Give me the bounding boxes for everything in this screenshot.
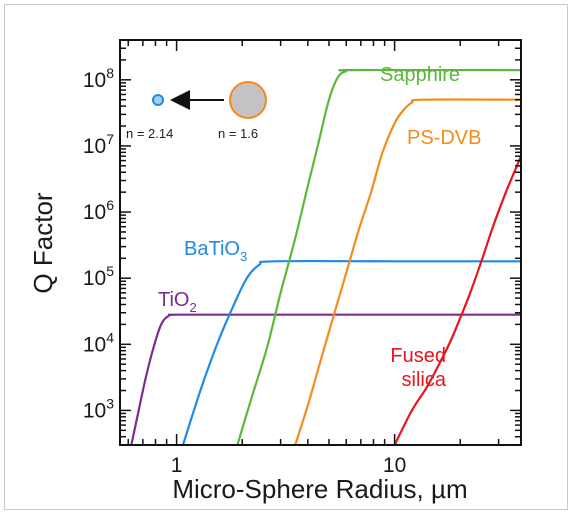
ticks-layer	[120, 39, 521, 446]
series-layer	[130, 68, 521, 445]
series-line-1	[181, 259, 521, 445]
figure-frame	[4, 4, 568, 510]
y-tick-label: 105	[83, 263, 114, 290]
series-line-0	[130, 313, 521, 445]
x-tick-label: 10	[383, 454, 406, 477]
series-label-4: Fused	[390, 345, 446, 367]
y-tick-label: 103	[83, 395, 114, 422]
plot-area-border	[119, 39, 522, 446]
y-tick-label: 108	[83, 65, 114, 92]
index-inset: n = 2.14 n = 1.6	[126, 81, 267, 141]
x-axis-title: Micro-Sphere Radius, µm	[172, 474, 467, 504]
small-sphere-icon	[152, 94, 164, 106]
y-tick-label: 104	[83, 329, 114, 356]
series-line-2	[236, 68, 521, 445]
large-sphere-icon	[229, 81, 267, 119]
series-label-2: Sapphire	[380, 64, 460, 86]
labels-layer: 1 10 103 104 105 106 107 108 TiO2 BaTiO3 Sapphire P…	[83, 64, 482, 477]
x-tick-label: 1	[171, 454, 183, 477]
series-label-0: TiO2	[158, 289, 197, 315]
series-label-1: BaTiO3	[184, 238, 247, 264]
y-axis-title: Q Factor	[28, 192, 58, 293]
series-label-3: PS-DVB	[407, 127, 481, 149]
inset-left-label: n = 2.14	[126, 126, 173, 141]
inset-right-label: n = 1.6	[218, 126, 258, 141]
series-line-3	[294, 98, 521, 445]
y-tick-label: 106	[83, 197, 114, 224]
y-tick-label: 107	[83, 131, 114, 158]
series-line-4	[393, 155, 521, 445]
series-label-4-line2: silica	[402, 369, 447, 391]
